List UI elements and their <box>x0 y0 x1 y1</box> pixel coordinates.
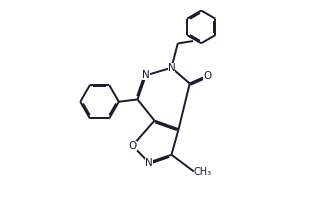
Text: N: N <box>168 63 175 73</box>
Text: O: O <box>203 71 211 81</box>
Text: N: N <box>142 70 150 80</box>
Text: N: N <box>145 158 153 168</box>
Text: O: O <box>129 141 137 151</box>
Text: CH₃: CH₃ <box>194 166 212 177</box>
